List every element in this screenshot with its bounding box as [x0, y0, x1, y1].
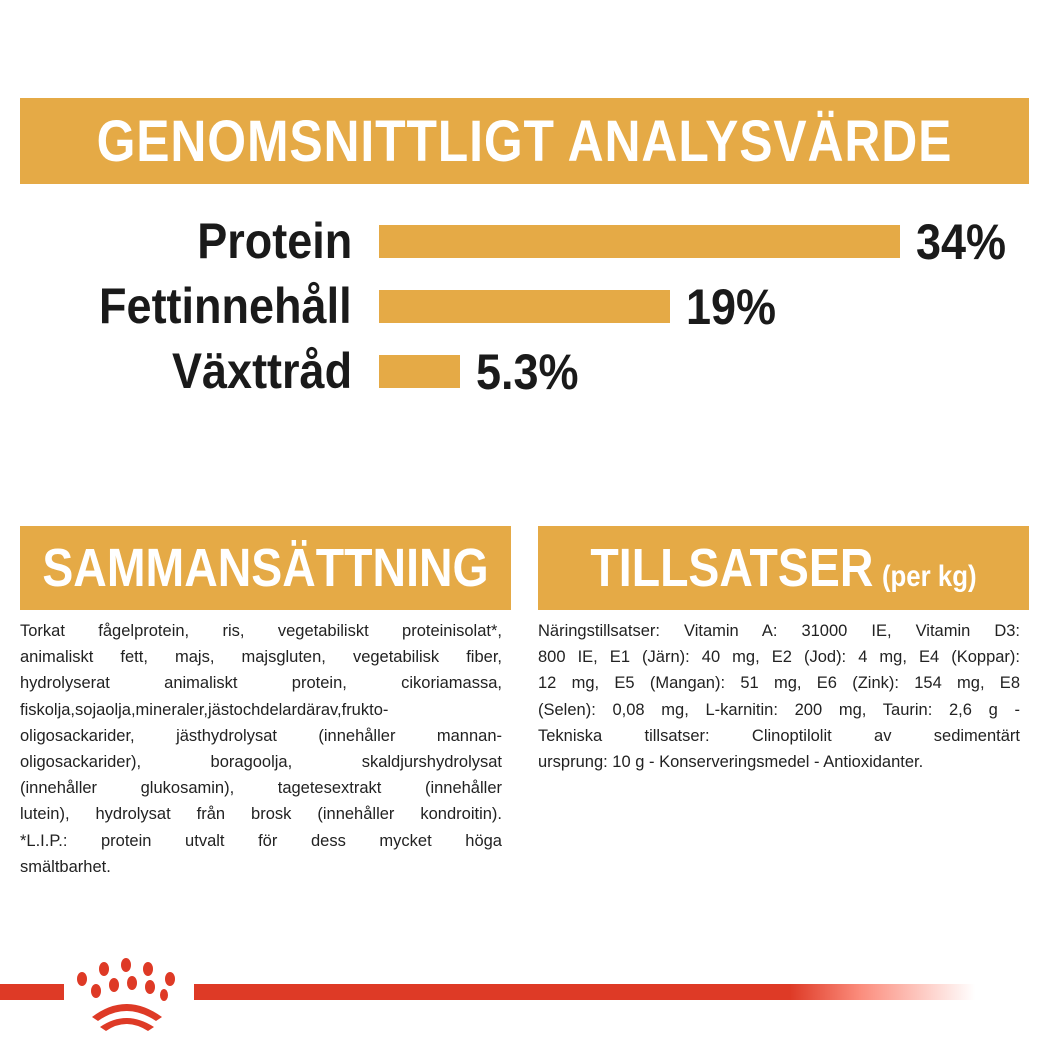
text-line: 12 mg, E5 (Mangan): 51 mg, E6 (Zink): 15… — [538, 674, 1020, 693]
text-line: animaliskt fett, majs, majsgluten, veget… — [20, 648, 502, 667]
additives-header: TILLSATSER (per kg) — [538, 526, 1029, 610]
text-line: hydrolyserat animaliskt protein, cikoria… — [20, 674, 502, 693]
bar-label: Protein — [196, 213, 352, 269]
text-line: Torkat fågelprotein, ris, vegetabiliskt … — [20, 622, 502, 640]
text-line: oligosackarider, jästhydrolysat (innehål… — [20, 726, 502, 745]
text-line: smältbarhet. — [20, 857, 111, 876]
bar-label: Fettinnehåll — [99, 278, 352, 334]
ingredients-text: Torkat fågelprotein, ris, vegetabiliskt … — [20, 618, 502, 880]
text-line: (innehåller glukosamin), tagetesextrakt … — [20, 779, 502, 798]
text-line: fiskolja,sojaolja,mineraler,jästochdelar… — [20, 700, 389, 719]
text-line: oligosackarider), boragoolja, skaldjursh… — [20, 753, 502, 772]
bar — [379, 225, 900, 258]
royal-canin-crown-logo — [64, 955, 194, 1035]
additives-title-suffix: (per kg) — [881, 560, 977, 593]
bar-value-label: 19% — [686, 279, 777, 335]
crown-icon — [77, 958, 175, 1031]
brand-stripe — [0, 984, 975, 1000]
additives-text: Näringstillsatser: Vitamin A: 31000 IE, … — [538, 618, 1020, 775]
text-line: 800 IE, E1 (Järn): 40 mg, E2 (Jod): 4 mg… — [538, 648, 1020, 667]
text-line: (Selen): 0,08 mg, L-karnitin: 200 mg, Ta… — [538, 700, 1020, 719]
bar — [379, 290, 671, 323]
ingredients-title: SAMMANSÄTTNING — [42, 538, 489, 598]
bar-value-label: 34% — [916, 214, 1007, 270]
page-title: GENOMSNITTLIGT ANALYSVÄRDE — [96, 108, 953, 174]
text-line: Tekniska tillsatser: Clinoptilolit av se… — [538, 726, 1020, 745]
text-line: Näringstillsatser: Vitamin A: 31000 IE, … — [538, 622, 1020, 640]
title-banner: GENOMSNITTLIGT ANALYSVÄRDE — [20, 98, 1029, 184]
text-line: ursprung: 10 g - Konserveringsmedel - An… — [538, 753, 924, 772]
text-line: lutein), hydrolysat från brosk (innehåll… — [20, 805, 502, 824]
ingredients-header: SAMMANSÄTTNING — [20, 526, 511, 610]
bar — [379, 355, 461, 388]
bar-value-label: 5.3% — [476, 344, 579, 400]
text-line: *L.I.P.: protein utvalt för dess mycket … — [20, 831, 502, 850]
additives-title: TILLSATSER — [590, 538, 874, 598]
bar-label: Växttråd — [171, 343, 352, 399]
